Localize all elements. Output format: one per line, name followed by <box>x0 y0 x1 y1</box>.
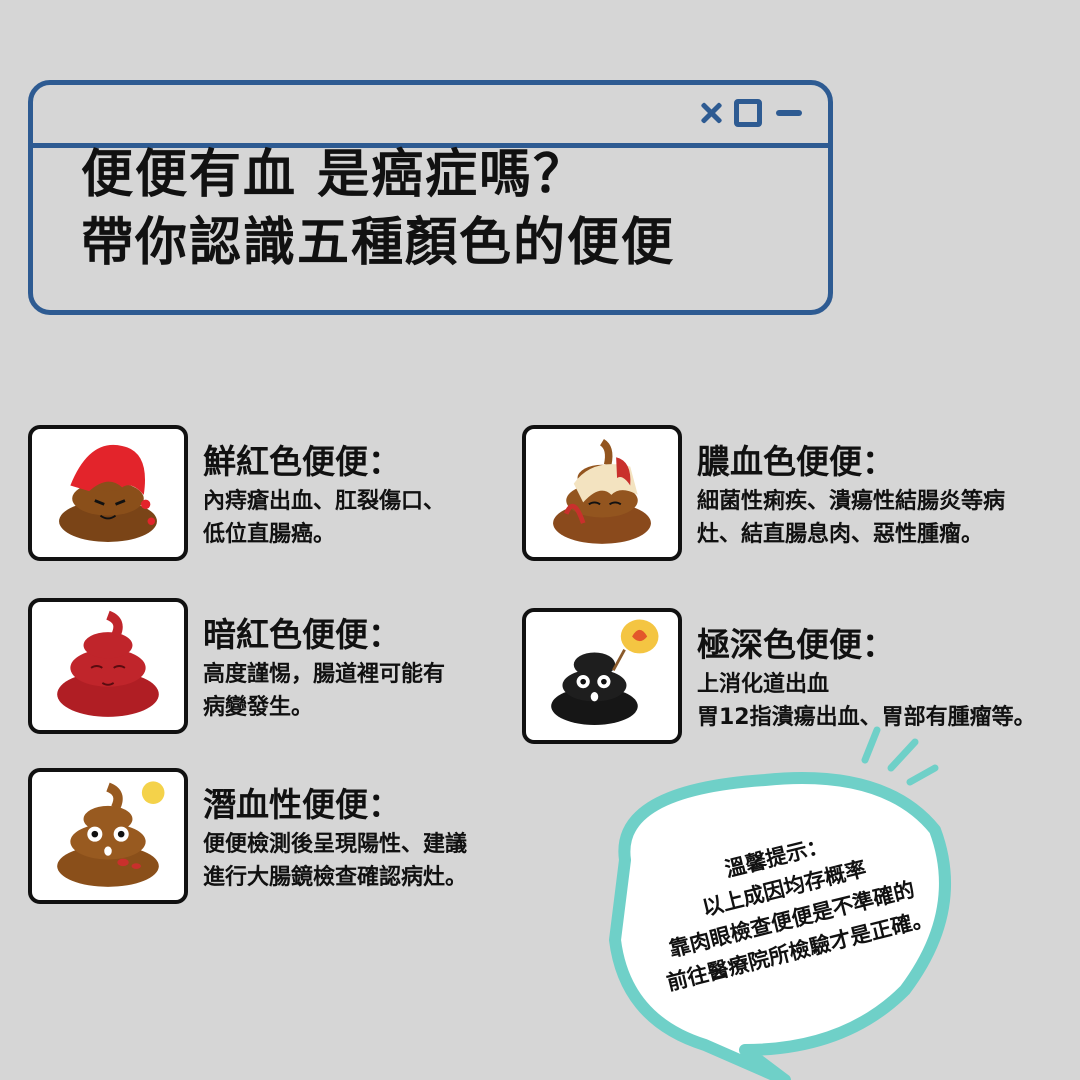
desc-line: 細菌性痢疾、潰瘍性結腸炎等病 <box>697 489 1006 514</box>
title-line-1: 便便有血 是癌症嗎？ <box>81 145 588 205</box>
card-description: 高度謹惕，腸道裡可能有 病變發生。 <box>203 658 445 724</box>
desc-line: 胃12指潰瘍出血、胃部有腫瘤等。 <box>697 705 1036 730</box>
card-bright-red: 鮮紅色便便： 內痔瘡出血、肛裂傷口、 低位直腸癌。 <box>28 425 508 570</box>
card-pus-blood: 膿血色便便： 細菌性痢疾、潰瘍性結腸炎等病 灶、結直腸息肉、惡性腫瘤。 <box>522 425 1080 570</box>
card-occult-blood: 潛血性便便： 便便檢測後呈現陽性、建議 進行大腸鏡檢查確認病灶。 <box>28 768 508 913</box>
desc-line: 病變發生。 <box>203 695 314 720</box>
window-controls <box>698 99 802 127</box>
desc-line: 上消化道出血 <box>697 672 830 697</box>
card-description: 便便檢測後呈現陽性、建議 進行大腸鏡檢查確認病灶。 <box>203 828 467 894</box>
speech-bubble-shape <box>609 726 951 1080</box>
occult-blood-poop-image <box>28 768 188 904</box>
desc-line: 進行大腸鏡檢查確認病灶。 <box>203 865 468 890</box>
card-description: 細菌性痢疾、潰瘍性結腸炎等病 灶、結直腸息肉、惡性腫瘤。 <box>697 485 1005 551</box>
maximize-icon <box>734 99 762 127</box>
card-title: 極深色便便： <box>697 625 895 664</box>
pus-blood-poop-image <box>522 425 682 561</box>
card-very-dark: 極深色便便： 上消化道出血 胃12指潰瘍出血、胃部有腫瘤等。 <box>522 608 1080 753</box>
card-description: 內痔瘡出血、肛裂傷口、 低位直腸癌。 <box>203 485 445 551</box>
card-title: 潛血性便便： <box>203 785 401 824</box>
desc-line: 內痔瘡出血、肛裂傷口、 <box>203 489 446 514</box>
dark-red-poop-image <box>28 598 188 734</box>
card-title: 鮮紅色便便： <box>203 442 401 481</box>
desc-line: 低位直腸癌。 <box>203 522 336 547</box>
bright-red-poop-image <box>28 425 188 561</box>
card-description: 上消化道出血 胃12指潰瘍出血、胃部有腫瘤等。 <box>697 668 1036 734</box>
card-title: 暗紅色便便： <box>203 615 401 654</box>
desc-line: 高度謹惕，腸道裡可能有 <box>203 662 446 687</box>
minimize-icon <box>776 110 802 116</box>
card-dark-red: 暗紅色便便： 高度謹惕，腸道裡可能有 病變發生。 <box>28 598 508 743</box>
desc-line: 灶、結直腸息肉、惡性腫瘤。 <box>697 522 984 547</box>
desc-line: 便便檢測後呈現陽性、建議 <box>203 832 468 857</box>
window-titlebar <box>33 85 828 148</box>
title-line-2: 帶你認識五種顏色的便便 <box>81 213 676 273</box>
very-dark-poop-image <box>522 608 682 744</box>
card-title: 膿血色便便： <box>697 442 895 481</box>
page-title: 便便有血 是癌症嗎？ 帶你認識五種顏色的便便 <box>81 141 675 277</box>
close-icon <box>698 100 724 126</box>
tip-speech-bubble: 溫馨提示： 以上成因均存概率 靠肉眼檢查便便是不準確的 前往醫療院所檢驗才是正確… <box>585 720 985 1080</box>
title-window: 便便有血 是癌症嗎？ 帶你認識五種顏色的便便 <box>28 80 833 315</box>
